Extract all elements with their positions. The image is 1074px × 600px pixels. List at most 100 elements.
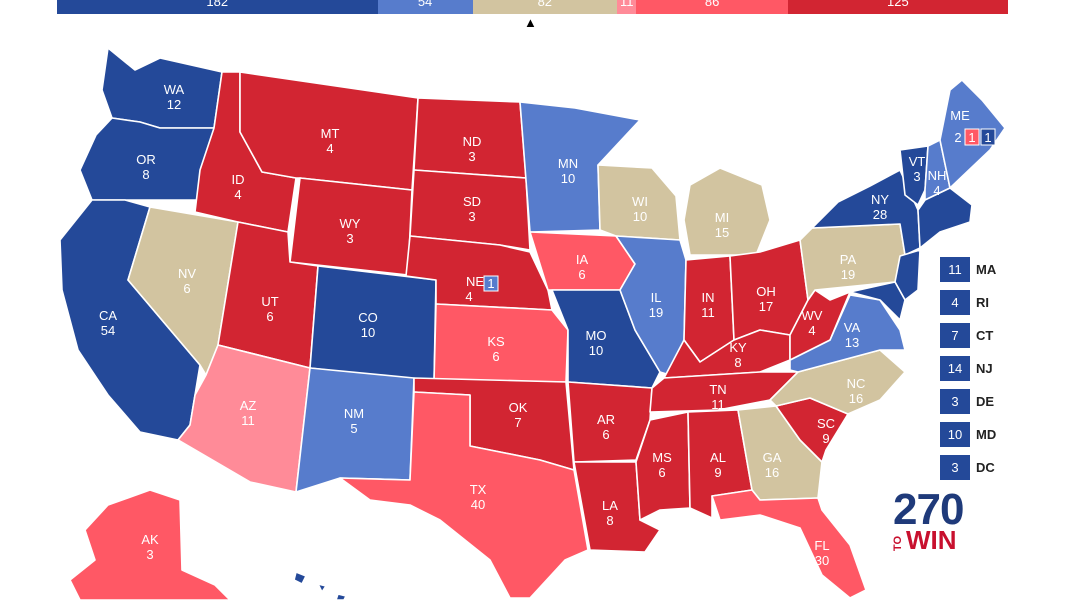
me-district-box[interactable] [980,128,996,146]
state-abbr-ak: AK [141,532,159,547]
state-ev-al: 9 [714,465,721,480]
electoral-summary-bar: 182 54 82 11 86 125 [57,0,1008,14]
state-abbr-mi: MI [715,210,729,225]
small-state-ma[interactable]: 11 MA [940,253,996,286]
state-abbr-wi: WI [632,194,648,209]
small-state-label: DC [976,460,995,475]
state-ev-tx: 40 [471,497,485,512]
state-tx[interactable] [339,391,589,599]
state-abbr-fl: FL [814,538,829,553]
state-ev-ny: 28 [873,207,887,222]
new-england-small[interactable] [917,187,973,249]
small-state-ev[interactable]: 3 [940,389,970,414]
logo-number: 270 [893,485,964,534]
state-hi[interactable] [293,571,347,600]
small-state-ev[interactable]: 10 [940,422,970,447]
state-ev-va: 13 [845,335,859,350]
state-tn[interactable] [649,371,799,413]
state-ev-ar: 6 [602,427,609,442]
summary-segment: 125 [787,0,1008,14]
state-vt[interactable] [899,145,929,206]
state-fl[interactable] [711,489,867,599]
state-ev-mo: 10 [589,343,603,358]
state-abbr-in: IN [702,290,715,305]
state-sd[interactable] [409,169,531,251]
state-ev-la: 8 [606,513,613,528]
me-district-box[interactable] [964,128,980,146]
small-state-label: MA [976,262,997,277]
state-abbr-wa: WA [164,82,185,97]
state-abbr-la: LA [602,498,618,513]
state-abbr-ar: AR [597,412,615,427]
small-state-dc[interactable]: 3 DC [940,451,996,484]
small-states-legend: 11 MA 4 RI 7 CT 14 NJ 3 DE 10 MD 3 DC [940,253,996,484]
state-abbr-tn: TN [709,382,726,397]
state-ev-ga: 16 [765,465,779,480]
small-state-nj[interactable]: 14 NJ [940,352,996,385]
summary-segment: 82 [472,0,618,14]
state-nj[interactable] [894,249,921,301]
state-abbr-ky: KY [729,340,747,355]
small-state-ri[interactable]: 4 RI [940,286,996,319]
small-state-label: NJ [976,361,993,376]
state-abbr-ne: NE [466,274,484,289]
logo-win: WIN [906,525,957,555]
state-ev-ak: 3 [146,547,153,562]
ne-district-box[interactable] [483,275,499,292]
summary-segment: 11 [617,0,637,14]
state-abbr-nh: NH [928,168,947,183]
state-ev-ms: 6 [658,465,665,480]
state-abbr-co: CO [358,310,378,325]
state-abbr-vt: VT [909,154,926,169]
state-ev-ia: 6 [578,267,585,282]
state-abbr-nm: NM [344,406,364,421]
state-mi[interactable] [683,167,771,256]
state-ev-pa: 19 [841,267,855,282]
state-md[interactable] [849,281,906,321]
small-state-ev[interactable]: 11 [940,257,970,282]
ne-district-ev: 1 [487,276,494,291]
state-abbr-al: AL [710,450,726,465]
logo-to: TO [892,535,904,551]
small-state-ct[interactable]: 7 CT [940,319,996,352]
state-ev-ca: 54 [101,323,115,338]
state-ev-sd: 3 [468,209,475,224]
state-wa[interactable] [101,47,223,129]
summary-segment: 182 [57,0,378,14]
small-state-md[interactable]: 10 MD [940,418,996,451]
summary-segment: 54 [377,0,473,14]
state-abbr-az: AZ [240,398,257,413]
state-abbr-tx: TX [470,482,487,497]
state-ak[interactable] [69,489,231,600]
state-abbr-ga: GA [763,450,782,465]
state-ks[interactable] [433,303,569,383]
state-il[interactable] [615,235,687,376]
state-ev-id: 4 [234,187,241,202]
me-district-ev: 1 [984,130,991,145]
small-state-label: CT [976,328,994,343]
state-ev-ut: 6 [266,309,273,324]
small-state-ev[interactable]: 3 [940,455,970,480]
state-ev-fl: 30 [815,553,829,568]
small-state-ev[interactable]: 14 [940,356,970,381]
state-abbr-id: ID [232,172,245,187]
state-abbr-wv: WV [802,308,823,323]
state-ev-ks: 6 [492,349,499,364]
state-abbr-me: ME [950,108,970,123]
state-abbr-ca: CA [99,308,117,323]
state-abbr-sc: SC [817,416,835,431]
state-abbr-ms: MS [652,450,672,465]
state-ev-ky: 8 [734,355,741,370]
small-state-ev[interactable]: 4 [940,290,970,315]
small-state-de[interactable]: 3 DE [940,385,996,418]
small-state-ev[interactable]: 7 [940,323,970,348]
state-abbr-ks: KS [487,334,505,349]
state-or[interactable] [79,117,215,201]
state-ev-nc: 16 [849,391,863,406]
state-abbr-mt: MT [321,126,340,141]
small-state-label: DE [976,394,995,409]
state-ev-il: 19 [649,305,663,320]
state-ev-wi: 10 [633,209,647,224]
summary-segment: 86 [636,0,788,14]
